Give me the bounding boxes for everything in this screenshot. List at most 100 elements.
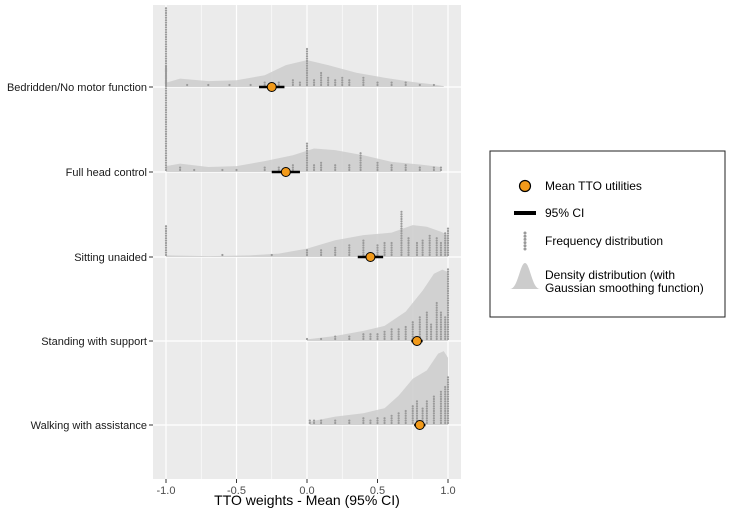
frequency-stack bbox=[383, 241, 386, 257]
frequency-dot bbox=[439, 335, 443, 338]
frequency-stack bbox=[362, 333, 365, 341]
frequency-dot bbox=[404, 335, 407, 338]
frequency-dot bbox=[207, 83, 210, 87]
legend-frequency-dot bbox=[523, 234, 527, 238]
frequency-dot bbox=[164, 75, 168, 78]
frequency-dot bbox=[320, 79, 323, 82]
frequency-dot bbox=[334, 81, 337, 84]
frequency-dot bbox=[425, 407, 428, 410]
frequency-dot bbox=[418, 168, 421, 172]
frequency-dot bbox=[312, 166, 316, 169]
legend-label: Gaussian smoothing function) bbox=[545, 281, 704, 295]
frequency-dot bbox=[400, 210, 403, 213]
category-label: Standing with support bbox=[41, 336, 147, 348]
frequency-dot bbox=[369, 333, 372, 336]
frequency-dot bbox=[320, 161, 323, 164]
frequency-dot bbox=[407, 246, 410, 249]
frequency-dot bbox=[439, 316, 443, 319]
frequency-dot bbox=[348, 244, 351, 247]
frequency-dot bbox=[415, 414, 419, 417]
frequency-dot bbox=[164, 154, 168, 157]
frequency-dot bbox=[164, 159, 168, 162]
frequency-dot bbox=[164, 147, 168, 150]
frequency-dot bbox=[446, 277, 450, 281]
frequency-dot bbox=[164, 62, 168, 65]
frequency-dot bbox=[444, 246, 447, 249]
frequency-stack bbox=[348, 335, 351, 341]
frequency-dot bbox=[446, 381, 450, 384]
frequency-dot bbox=[428, 251, 431, 254]
frequency-dot bbox=[327, 79, 330, 82]
frequency-dot bbox=[435, 328, 438, 331]
frequency-dot bbox=[446, 237, 450, 240]
frequency-stack bbox=[444, 316, 447, 341]
frequency-dot bbox=[305, 47, 309, 51]
frequency-dot bbox=[390, 333, 393, 336]
frequency-dot bbox=[362, 81, 365, 84]
frequency-dot bbox=[446, 304, 450, 307]
frequency-dot bbox=[418, 166, 421, 169]
frequency-dot bbox=[320, 168, 323, 172]
frequency-dot bbox=[421, 249, 424, 252]
frequency-dot bbox=[376, 168, 379, 172]
frequency-dot bbox=[446, 306, 450, 309]
frequency-dot bbox=[425, 330, 428, 333]
frequency-dot bbox=[164, 26, 168, 29]
legend-frequency-dot bbox=[523, 241, 527, 245]
frequency-dot bbox=[305, 166, 309, 169]
frequency-dot bbox=[444, 241, 447, 245]
frequency-dot bbox=[425, 400, 428, 403]
frequency-dot bbox=[435, 313, 438, 317]
frequency-dot bbox=[404, 81, 407, 84]
frequency-dot bbox=[164, 96, 168, 100]
frequency-dot bbox=[305, 55, 309, 58]
frequency-dot bbox=[444, 318, 447, 321]
frequency-dot bbox=[397, 412, 400, 415]
frequency-dot bbox=[428, 246, 431, 249]
frequency-stack bbox=[327, 76, 330, 87]
frequency-dot bbox=[305, 253, 309, 257]
frequency-dot bbox=[446, 419, 450, 422]
frequency-dot bbox=[446, 246, 450, 249]
frequency-dot bbox=[444, 419, 447, 422]
frequency-dot bbox=[390, 168, 393, 172]
frequency-dot bbox=[164, 149, 168, 152]
frequency-dot bbox=[425, 409, 428, 413]
frequency-stack bbox=[312, 164, 316, 172]
frequency-dot bbox=[362, 335, 365, 338]
frequency-dot bbox=[369, 335, 372, 338]
frequency-dot bbox=[418, 325, 421, 329]
frequency-dot bbox=[164, 125, 168, 128]
frequency-dot bbox=[444, 323, 447, 326]
frequency-stack bbox=[298, 81, 302, 87]
frequency-dot bbox=[418, 333, 421, 336]
frequency-dot bbox=[444, 421, 447, 425]
frequency-dot bbox=[425, 402, 428, 405]
frequency-stack bbox=[383, 417, 386, 425]
frequency-stack bbox=[320, 161, 323, 172]
frequency-dot bbox=[435, 306, 438, 309]
frequency-dot bbox=[277, 83, 280, 87]
frequency-dot bbox=[444, 414, 447, 417]
frequency-stack bbox=[383, 330, 386, 341]
frequency-dot bbox=[407, 239, 410, 242]
frequency-dot bbox=[320, 253, 323, 257]
frequency-dot bbox=[428, 249, 431, 252]
frequency-dot bbox=[235, 168, 238, 172]
frequency-dot bbox=[320, 166, 323, 169]
frequency-stack bbox=[362, 239, 365, 257]
legend-frequency-key bbox=[523, 231, 527, 251]
frequency-dot bbox=[446, 335, 450, 338]
frequency-dot bbox=[164, 116, 168, 119]
frequency-dot bbox=[320, 76, 323, 79]
frequency-stack bbox=[415, 400, 419, 425]
frequency-dot bbox=[400, 213, 403, 216]
frequency-dot bbox=[444, 335, 447, 338]
frequency-dot bbox=[439, 421, 443, 425]
frequency-stack bbox=[376, 333, 379, 341]
frequency-dot bbox=[446, 323, 450, 326]
frequency-dot bbox=[305, 76, 309, 79]
frequency-dot bbox=[164, 89, 168, 92]
frequency-dot bbox=[446, 390, 450, 393]
frequency-dot bbox=[435, 335, 438, 338]
